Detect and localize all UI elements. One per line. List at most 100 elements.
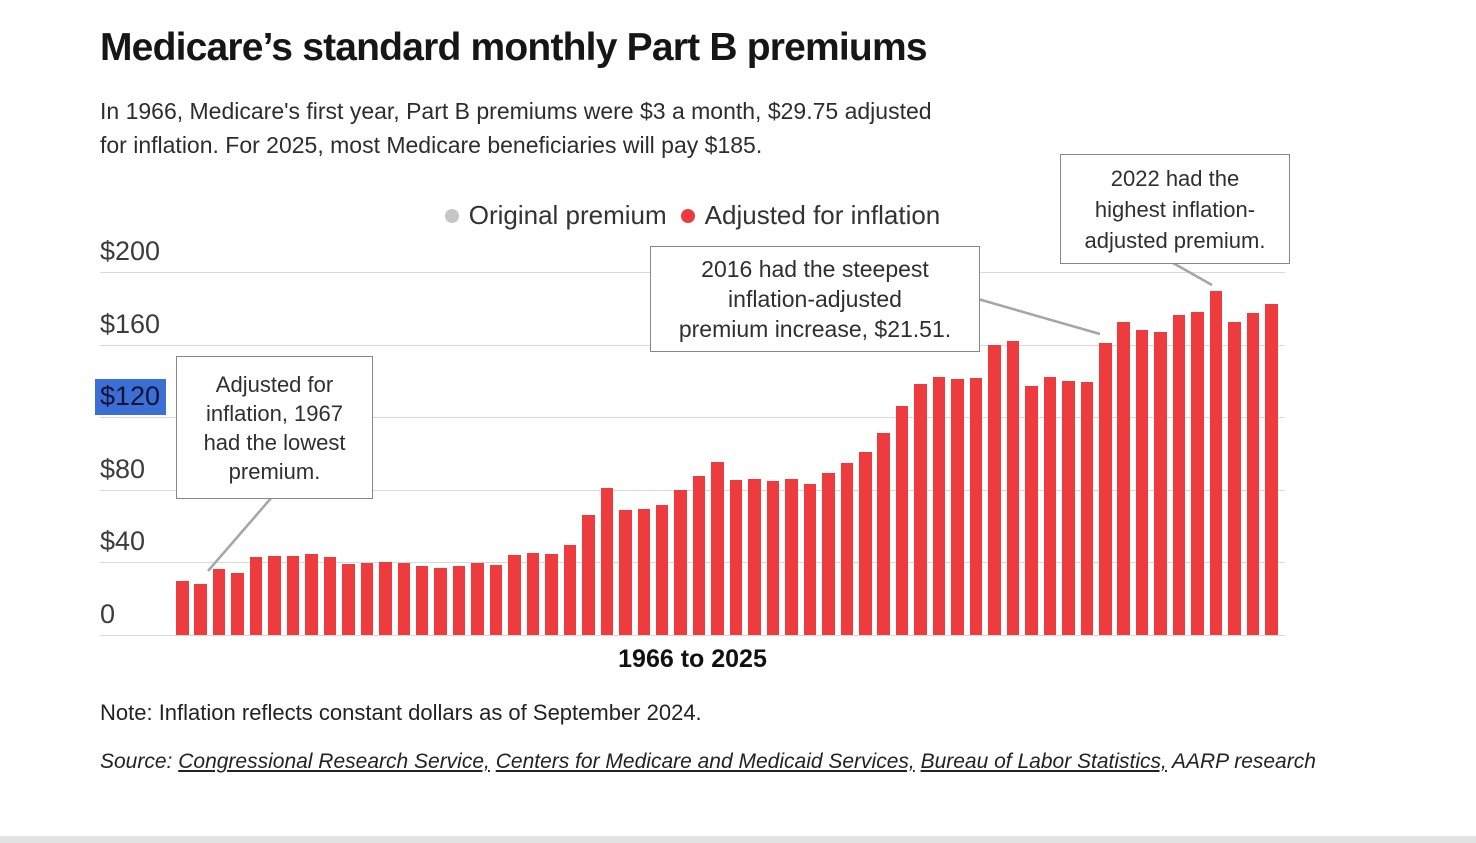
bar-1966[interactable] (176, 581, 189, 635)
bar-1974[interactable] (323, 557, 337, 635)
bar-1977[interactable] (379, 562, 392, 635)
bar-2013[interactable] (1043, 377, 1057, 635)
leader-line-steepest (977, 297, 1101, 336)
source-link-centers-for-medicare-and-medicaid-services[interactable]: Centers for Medicare and Medicaid Servic… (495, 750, 915, 773)
leader-line-highest (1172, 261, 1213, 287)
y-tick-label-120: $120 (95, 379, 167, 416)
bar-2015[interactable] (1080, 381, 1094, 635)
source-link-bureau-of-labor-statistics[interactable]: Bureau of Labor Statistics, (920, 750, 1167, 773)
selected-text-highlight: $120 (95, 379, 167, 416)
bar-2022[interactable] (1209, 291, 1223, 635)
bar-2016[interactable] (1099, 342, 1112, 635)
bar-2017[interactable] (1117, 322, 1130, 635)
bar-2009[interactable] (969, 377, 983, 635)
bar-2014[interactable] (1062, 381, 1075, 635)
bar-2004[interactable] (877, 433, 890, 635)
bar-1996[interactable] (729, 479, 743, 635)
y-tick-label-40: $40 (100, 526, 146, 557)
bar-1971[interactable] (268, 555, 281, 635)
gridline-80 (100, 489, 1285, 491)
bar-1989[interactable] (600, 487, 614, 635)
bar-2010[interactable] (988, 344, 1001, 635)
annotation-line: inflation-adjusted (728, 286, 902, 312)
annotation-line: inflation, 1967 (206, 400, 343, 426)
bar-1999[interactable] (785, 478, 798, 635)
bar-1981[interactable] (452, 565, 466, 635)
annotation-line: highest inflation- (1094, 196, 1256, 222)
bar-2024[interactable] (1246, 312, 1260, 635)
bar-1985[interactable] (526, 552, 540, 635)
bar-1990[interactable] (619, 509, 632, 635)
annotation-line: Adjusted for (215, 371, 334, 397)
bar-1969[interactable] (231, 572, 244, 635)
annotation-steepest-increase: 2016 had the steepest inflation-adjusted… (650, 246, 980, 352)
bar-1998[interactable] (766, 481, 780, 635)
bar-1992[interactable] (655, 505, 669, 635)
bar-2025[interactable] (1265, 303, 1278, 635)
bar-2006[interactable] (914, 383, 927, 635)
annotation-line: 2022 had the (1110, 165, 1240, 191)
bar-1978[interactable] (397, 563, 411, 635)
bar-1995[interactable] (711, 461, 724, 635)
bar-1984[interactable] (508, 554, 521, 635)
bar-1986[interactable] (545, 554, 558, 635)
bar-2023[interactable] (1228, 322, 1241, 635)
bar-2001[interactable] (822, 473, 835, 635)
source-suffix: AARP research (1171, 750, 1316, 773)
bar-1979[interactable] (415, 566, 429, 635)
y-tick-label-200: $200 (100, 236, 161, 266)
gridline-0 (100, 635, 1285, 636)
annotation-highest-premium: 2022 had the highest inflation- adjusted… (1060, 154, 1290, 264)
y-tick-label-80: $80 (100, 453, 146, 484)
annotation-line: premium. (228, 458, 321, 484)
source-prefix: Source: (100, 750, 179, 773)
source-line: Source: Congressional Research Service, … (100, 746, 1330, 777)
bar-2000[interactable] (803, 483, 817, 635)
bar-1988[interactable] (582, 514, 595, 635)
bar-2012[interactable] (1025, 385, 1038, 635)
annotation-line: adjusted premium. (1084, 227, 1266, 253)
bar-1975[interactable] (342, 563, 355, 635)
bar-2019[interactable] (1154, 331, 1167, 635)
annotation-line: 2016 had the steepest (701, 256, 929, 282)
chart-subtitle: In 1966, Medicare's first year, Part B p… (100, 94, 932, 162)
bar-1983[interactable] (489, 564, 503, 635)
bar-2018[interactable] (1135, 329, 1149, 635)
source-link-congressional-research-service[interactable]: Congressional Research Service, (178, 750, 490, 773)
bar-1997[interactable] (748, 478, 761, 635)
bar-1970[interactable] (249, 556, 263, 635)
bar-1994[interactable] (692, 476, 706, 635)
bar-1982[interactable] (471, 562, 484, 635)
bar-2007[interactable] (932, 376, 946, 635)
bar-1967[interactable] (194, 583, 207, 635)
bar-2021[interactable] (1191, 311, 1204, 635)
bar-1976[interactable] (360, 562, 374, 635)
bar-2020[interactable] (1172, 315, 1186, 635)
bar-2005[interactable] (895, 405, 909, 635)
bar-2011[interactable] (1006, 341, 1020, 635)
bar-1991[interactable] (637, 509, 650, 635)
bar-2008[interactable] (951, 378, 964, 635)
annotation-lowest-premium: Adjusted for inflation, 1967 had the low… (176, 356, 373, 499)
bar-1973[interactable] (305, 553, 318, 635)
bar-1993[interactable] (674, 490, 687, 635)
bar-2002[interactable] (840, 463, 854, 635)
subtitle-line-2: for inflation. For 2025, most Medicare b… (100, 132, 763, 158)
subtitle-line-1: In 1966, Medicare's first year, Part B p… (100, 98, 932, 124)
legend-item-original-premium: Original premium (444, 200, 667, 231)
y-tick-label-160: $160 (100, 308, 161, 339)
legend-item-adjusted-for-inflation: Adjusted for inflation (680, 200, 941, 231)
window-bottom-edge (0, 836, 1476, 843)
bar-2003[interactable] (859, 452, 872, 635)
y-tick-label-0: 0 (100, 599, 116, 629)
bar-1972[interactable] (286, 555, 300, 635)
legend-label: Adjusted for inflation (704, 200, 941, 230)
bar-1968[interactable] (212, 569, 226, 635)
legend-dot-icon (444, 208, 459, 223)
bar-1980[interactable] (434, 568, 447, 635)
bar-1987[interactable] (563, 544, 577, 635)
x-axis-label: 1966 to 2025 (618, 645, 767, 673)
chart-title: Medicare’s standard monthly Part B premi… (100, 26, 928, 69)
